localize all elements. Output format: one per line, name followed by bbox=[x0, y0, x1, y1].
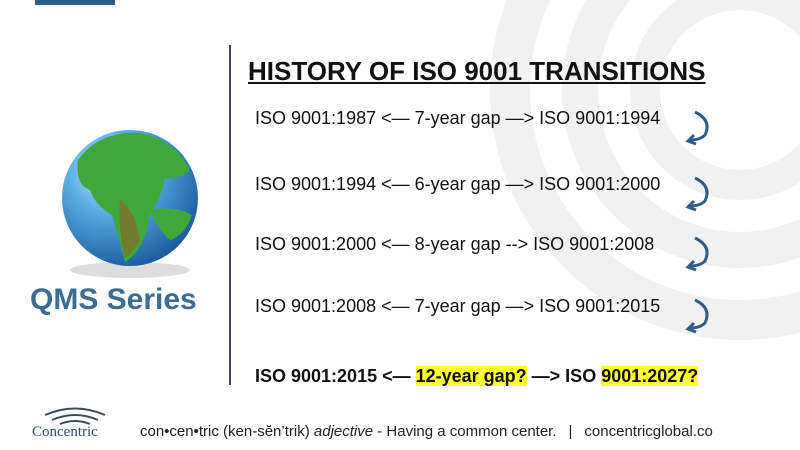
text: —> ISO bbox=[526, 366, 602, 386]
word: con•cen•tric (ken-sĕn’trik) bbox=[140, 423, 314, 440]
separator: | bbox=[568, 423, 573, 440]
footer: con•cen•tric (ken-sĕn’trik) adjective - … bbox=[140, 423, 713, 440]
url: concentricglobal.co bbox=[584, 423, 713, 440]
transition: ISO 9001:1994 <— 6-year gap —> ISO 9001:… bbox=[255, 174, 661, 194]
logo-text: Concentric bbox=[32, 424, 98, 440]
title: HISTORY OF ISO 9001 TRANSITIONS bbox=[248, 56, 706, 86]
text: ISO 9001:2015 <— bbox=[255, 366, 416, 386]
definition: - Having a common center. bbox=[373, 423, 557, 440]
logo-mark bbox=[44, 407, 106, 425]
highlight: 9001:2027? bbox=[601, 366, 699, 386]
series-label: QMS Series bbox=[30, 283, 197, 316]
part-of-speech: adjective bbox=[313, 423, 374, 440]
transition: ISO 9001:2000 <— 8-year gap --> ISO 9001… bbox=[255, 234, 655, 254]
highlight: 12-year gap? bbox=[415, 366, 527, 386]
next-transition: ISO 9001:2015 <— 12-year gap? —> ISO 900… bbox=[255, 366, 699, 387]
transition: ISO 9001:1987 <— 7-year gap —> ISO 9001:… bbox=[255, 108, 661, 128]
transition: ISO 9001:2008 <— 7-year gap —> ISO 9001:… bbox=[255, 296, 661, 316]
arrows bbox=[685, 110, 709, 334]
